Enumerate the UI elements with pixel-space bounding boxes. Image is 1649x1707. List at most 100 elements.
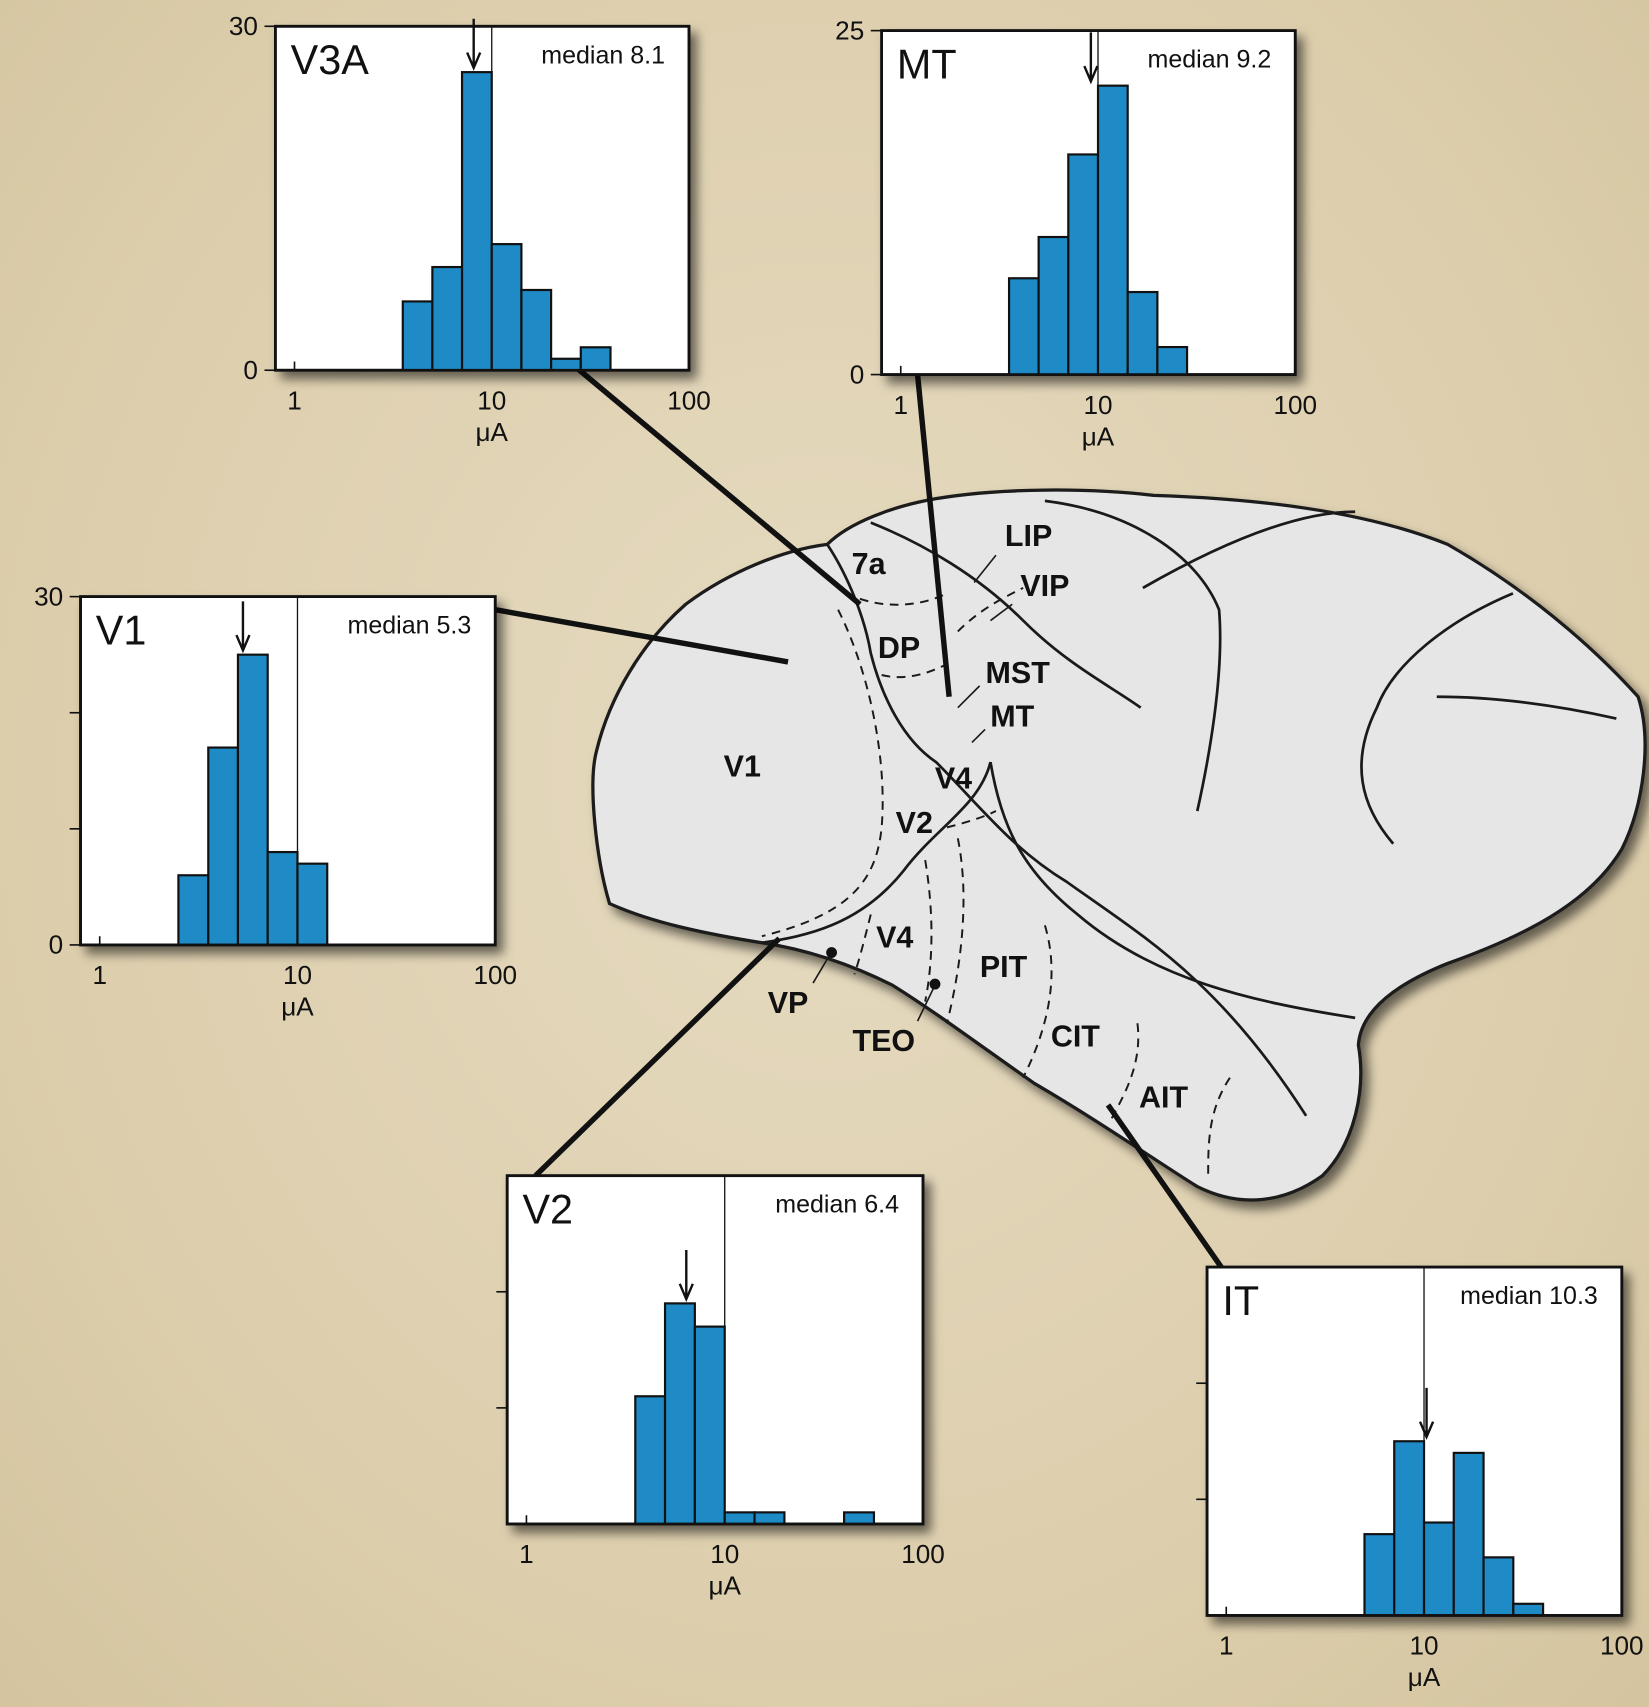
- bar: [1067, 153, 1100, 376]
- median-arrow: [1083, 32, 1099, 85]
- site-dot: [929, 978, 941, 990]
- leader: [973, 554, 997, 583]
- site-dot: [826, 947, 838, 958]
- histogram-panel: IT median 10.3 1 10 100 μA: [1196, 1265, 1644, 1692]
- bar: [663, 1302, 696, 1526]
- x-tick-label: 1: [287, 385, 302, 415]
- y-tick-label: 30: [34, 581, 63, 611]
- median-label: median 9.2: [1148, 46, 1272, 74]
- x-axis-label: μA: [708, 1571, 741, 1601]
- bar: [177, 874, 210, 947]
- area-border: [761, 609, 884, 938]
- panel-title: MT: [897, 42, 957, 88]
- bar: [266, 850, 299, 947]
- histogram-panel: V3A median 8.1 1 10 100 μA 0 30: [229, 11, 711, 447]
- connector: [533, 936, 782, 1178]
- bar: [1126, 290, 1159, 376]
- brain-label: MST: [986, 656, 1051, 690]
- bar: [1363, 1533, 1396, 1617]
- x-tick-label: 10: [710, 1539, 739, 1569]
- brain-label: VIP: [1020, 569, 1069, 603]
- sulci: [761, 499, 1617, 1117]
- bar: [460, 71, 493, 372]
- bar: [693, 1325, 726, 1526]
- x-tick-label: 1: [893, 390, 908, 420]
- brain: [591, 488, 1647, 1202]
- median-label: median 5.3: [348, 612, 472, 640]
- x-tick-label: 10: [283, 960, 312, 990]
- brain-label: MT: [990, 700, 1034, 734]
- brain-label: DP: [878, 631, 920, 665]
- brain-label: CIT: [1051, 1020, 1100, 1054]
- brain-label: PIT: [980, 950, 1028, 984]
- y-tick-label: 0: [850, 359, 865, 389]
- bar: [1422, 1521, 1455, 1617]
- plot-border: [1205, 1265, 1624, 1617]
- plot-border: [880, 29, 1297, 376]
- x-tick-label: 100: [473, 960, 517, 990]
- connector: [575, 365, 862, 607]
- bar: [490, 243, 523, 372]
- y-tick-label: 25: [835, 15, 864, 45]
- sulcus: [761, 761, 992, 945]
- area-border: [946, 810, 997, 829]
- bar: [1512, 1602, 1545, 1617]
- sulcus: [1360, 592, 1514, 845]
- panel-title: IT: [1222, 1278, 1259, 1324]
- connector: [494, 607, 789, 665]
- x-tick-label: 100: [1600, 1631, 1644, 1661]
- sulcus: [1436, 695, 1617, 720]
- plot-border: [505, 1174, 925, 1526]
- bar: [550, 357, 582, 372]
- bar: [1156, 345, 1189, 376]
- connectors: [494, 365, 1224, 1269]
- leader: [916, 984, 936, 1022]
- bar: [207, 746, 240, 947]
- connector: [1105, 1103, 1224, 1269]
- bar: [1482, 1556, 1515, 1617]
- sulcus: [1044, 499, 1222, 812]
- brain-label: V1: [724, 750, 761, 784]
- histogram-panel: MT median 9.2 1 10 100 μA 0 25: [835, 15, 1317, 451]
- x-axis-label: μA: [1408, 1662, 1441, 1692]
- x-axis-label: μA: [1082, 421, 1115, 451]
- sulcus: [1142, 510, 1356, 590]
- sulcus: [989, 761, 1356, 1020]
- bar: [843, 1511, 876, 1526]
- bar: [1452, 1451, 1485, 1617]
- brain-label: 7a: [852, 547, 887, 581]
- brain-label: V2: [896, 806, 933, 840]
- plot-border: [274, 24, 691, 372]
- sulcus: [870, 521, 1142, 709]
- bar: [1096, 84, 1129, 376]
- bar: [1393, 1440, 1426, 1617]
- leader: [971, 728, 986, 744]
- x-tick-label: 10: [1083, 390, 1112, 420]
- brain-label: V4: [935, 762, 972, 796]
- panel-title: V1: [96, 608, 147, 654]
- bar: [634, 1395, 667, 1526]
- x-tick-label: 1: [519, 1539, 534, 1569]
- median-label: median 8.1: [541, 41, 665, 69]
- area-border: [1022, 925, 1053, 1079]
- leader: [957, 685, 981, 709]
- x-tick-label: 10: [477, 385, 506, 415]
- x-tick-label: 1: [1219, 1631, 1234, 1661]
- x-axis-label: μA: [476, 417, 509, 447]
- median-arrow: [678, 1250, 694, 1303]
- x-tick-label: 100: [667, 385, 711, 415]
- area-border: [946, 838, 965, 1024]
- x-tick-label: 100: [1273, 390, 1317, 420]
- median-arrow: [466, 18, 482, 71]
- bar: [753, 1511, 786, 1526]
- median-arrow: [235, 601, 251, 654]
- leader: [812, 953, 832, 984]
- leader: [989, 603, 1013, 622]
- brain-outline: [591, 488, 1647, 1202]
- y-tick-label: 30: [229, 11, 258, 41]
- plot-border: [79, 595, 497, 947]
- bar: [1037, 235, 1070, 376]
